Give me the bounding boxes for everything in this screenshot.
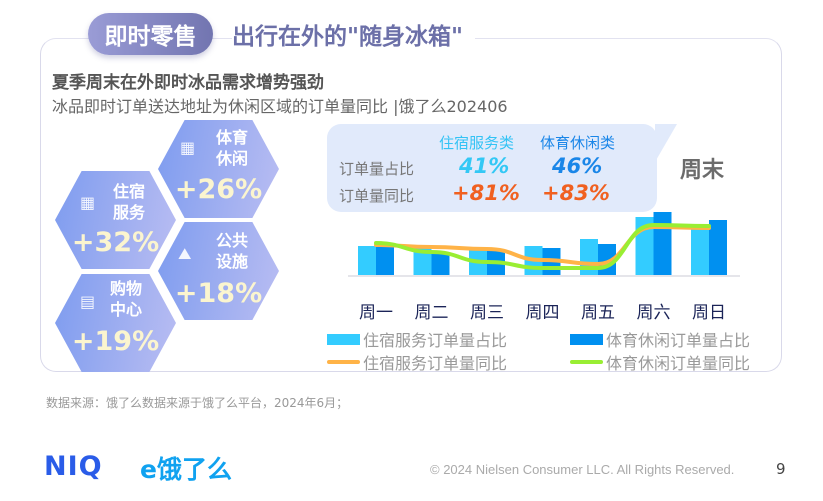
legend-lodging-yoy: 住宿服务订单量同比 (327, 350, 507, 374)
page-number: 9 (776, 460, 786, 478)
legend-swatch (570, 333, 603, 345)
shop-icon: ▤ (80, 292, 96, 311)
x-tick-label: 周四 (525, 303, 560, 323)
hex-sports: ▦ 体育 休闲 +26% (158, 120, 279, 218)
hex-value: +19% (71, 326, 160, 357)
x-tick-label: 周日 (692, 303, 726, 323)
page-title: 出行在外的"随身冰箱" (232, 17, 475, 51)
bar (431, 252, 450, 275)
x-tick-label: 周一 (359, 303, 393, 323)
x-tick-label: 周二 (414, 303, 449, 323)
yoy-lodging: +81% (452, 181, 520, 205)
hotel-icon: ▦ (80, 193, 96, 212)
weekend-tag: 周末 (680, 158, 725, 183)
hex-label: 住宿 服务 (113, 182, 146, 222)
hex-label: 体育 休闲 (216, 128, 249, 168)
subtitle: 夏季周末在外即时冰品需求增势强劲 (52, 73, 324, 93)
hex-value: +18% (174, 278, 263, 309)
x-tick-label: 周六 (636, 303, 671, 323)
bar (691, 227, 709, 275)
hex-lodging: ▦ 住宿 服务 +32% (55, 171, 176, 269)
description: 冰品即时订单送达地址为休闲区域的订单量同比 |饿了么202406 (52, 97, 508, 116)
stadium-icon: ▦ (180, 138, 196, 157)
line-series (374, 224, 711, 267)
bar (413, 247, 432, 275)
x-tick-label: 周五 (581, 303, 615, 323)
copyright: © 2024 Nielsen Consumer LLC. All Rights … (430, 462, 735, 477)
hex-mall: ▤ 购物 中心 +19% (55, 274, 176, 372)
legend-lodging-share: 住宿服务订单量占比 (327, 327, 507, 351)
hex-public: ⛰ 公共 设施 +18% (158, 222, 279, 320)
yoy-sports: +83% (542, 181, 610, 205)
legend-swatch (570, 360, 603, 364)
callout-bubble: 住宿服务类 体育休闲类 订单量占比 订单量同比 41% 46% +81% +83… (327, 124, 677, 212)
row-share: 订单量占比 (339, 160, 415, 178)
bar (709, 220, 727, 275)
section-pill: 即时零售 (88, 13, 213, 55)
mountain-park-icon: ⛰ (178, 244, 192, 263)
legend-sports-yoy: 体育休闲订单量同比 (570, 350, 750, 374)
hex-label: 购物 中心 (110, 279, 143, 319)
x-tick-label: 周三 (470, 303, 504, 323)
bar (358, 246, 376, 275)
line-series (374, 222, 711, 270)
hex-value: +32% (71, 227, 160, 258)
share-sports: 46% (552, 154, 603, 178)
share-lodging: 41% (459, 154, 510, 178)
data-source: 数据来源：饿了么数据来源于饿了么平台，2024年6月； (46, 396, 349, 410)
niq-logo: NIQ (44, 451, 103, 482)
eleme-logo: e饿了么 (140, 455, 232, 484)
row-yoy: 订单量同比 (339, 187, 415, 205)
legend-sports-share: 体育休闲订单量占比 (570, 327, 750, 351)
legend-swatch (327, 360, 360, 364)
legend-swatch (327, 333, 360, 345)
hex-label: 公共 设施 (216, 231, 249, 271)
bar (376, 247, 394, 275)
bar (653, 212, 672, 275)
hex-value: +26% (174, 174, 263, 205)
col-lodging: 住宿服务类 (439, 134, 515, 152)
col-sports: 体育休闲类 (540, 134, 616, 152)
